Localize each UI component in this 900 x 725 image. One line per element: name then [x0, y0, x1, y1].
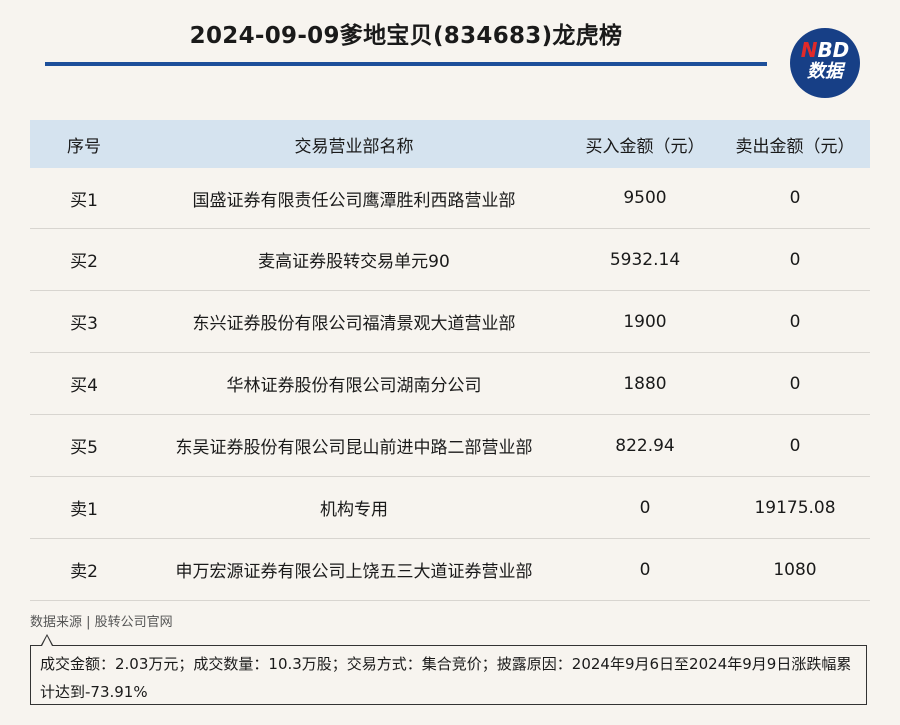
row-branch: 东吴证券股份有限公司昆山前进中路二部营业部 [175, 438, 533, 458]
row-buy-amount: 5932.14 [609, 249, 681, 270]
row-index: 买5 [70, 438, 98, 458]
column-header-index: 序号 [67, 136, 101, 157]
logo-n: N [800, 38, 818, 62]
table-row: 买3 东兴证券股份有限公司福清景观大道营业部 1900 0 [30, 291, 870, 353]
page-title: 2024-09-09爹地宝贝(834683)龙虎榜 [189, 23, 623, 49]
row-buy-amount: 0 [639, 559, 651, 580]
row-branch: 东兴证券股份有限公司福清景观大道营业部 [192, 314, 516, 334]
row-index: 卖2 [70, 562, 98, 582]
row-buy-amount: 9500 [623, 188, 667, 208]
note-pointer-fill [42, 636, 52, 646]
table-row: 买5 东吴证券股份有限公司昆山前进中路二部营业部 822.94 0 [30, 415, 870, 477]
column-header-branch: 交易营业部名称 [294, 136, 414, 157]
row-index: 买2 [70, 252, 98, 272]
row-index: 卖1 [70, 500, 98, 520]
table-row: 买4 华林证券股份有限公司湖南分公司 1880 0 [30, 353, 870, 415]
table-header-row: 序号 交易营业部名称 买入金额（元） 卖出金额（元） [30, 120, 870, 168]
row-sell-amount: 0 [789, 373, 801, 394]
row-sell-amount: 0 [789, 311, 801, 332]
row-buy-amount: 0 [639, 497, 651, 518]
row-buy-amount: 1900 [623, 311, 667, 332]
table-row: 买1 国盛证券有限责任公司鹰潭胜利西路营业部 9500 0 [30, 168, 870, 229]
row-index: 买1 [70, 190, 98, 211]
row-index: 买3 [70, 314, 98, 334]
row-index: 买4 [70, 376, 98, 396]
row-sell-amount: 0 [789, 188, 801, 208]
row-sell-amount: 0 [789, 435, 801, 456]
column-header-sell-amount: 卖出金额（元） [735, 136, 855, 157]
data-source: 数据来源 | 股转公司官网 [30, 615, 173, 630]
row-branch: 麦高证券股转交易单元90 [258, 252, 450, 272]
column-header-buy-amount: 买入金额（元） [585, 136, 705, 157]
nbd-data-logo: NBD 数据 [790, 28, 860, 98]
row-branch: 机构专用 [320, 500, 388, 520]
ranking-table: 序号 交易营业部名称 买入金额（元） 卖出金额（元） 买1 国盛证券有限责任公司… [30, 120, 870, 601]
row-branch: 华林证券股份有限公司湖南分公司 [226, 376, 482, 396]
logo-line2: 数据 [807, 61, 843, 82]
row-sell-amount: 0 [789, 249, 801, 270]
trade-summary-note: 成交金额：2.03万元；成交数量：10.3万股；交易方式：集合竞价；披露原因：2… [30, 645, 867, 705]
table-row: 卖1 机构专用 0 19175.08 [30, 477, 870, 539]
title-underline [45, 62, 767, 66]
row-buy-amount: 1880 [623, 373, 667, 394]
table-row: 卖2 申万宏源证券有限公司上饶五三大道证券营业部 0 1080 [30, 539, 870, 601]
logo-line1: NBD [790, 38, 860, 62]
table-row: 买2 麦高证券股转交易单元90 5932.14 0 [30, 229, 870, 291]
row-branch: 国盛证券有限责任公司鹰潭胜利西路营业部 [192, 190, 516, 211]
logo-bd: BD [817, 38, 850, 62]
row-sell-amount: 1080 [773, 559, 817, 580]
row-branch: 申万宏源证券有限公司上饶五三大道证券营业部 [175, 562, 533, 582]
row-buy-amount: 822.94 [615, 435, 675, 456]
row-sell-amount: 19175.08 [754, 497, 836, 518]
